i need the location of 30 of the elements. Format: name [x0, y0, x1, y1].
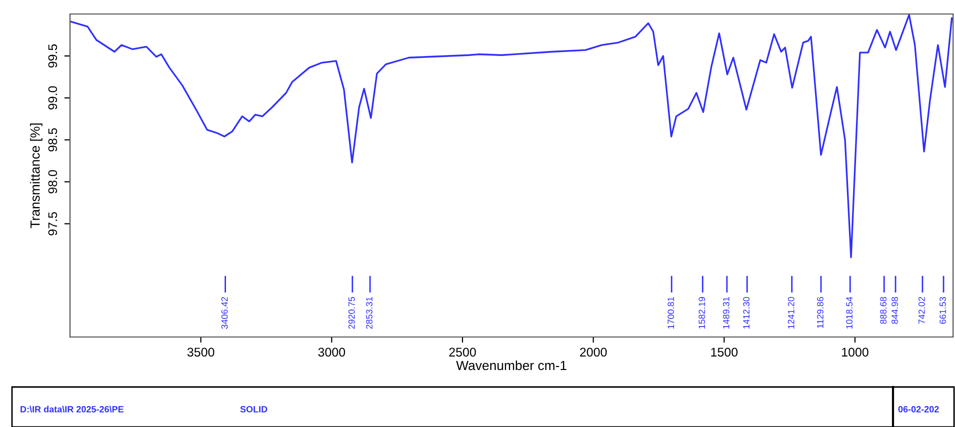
ref-line-label: 1412.30: [743, 296, 750, 329]
ref-line-label: 2853.31: [366, 297, 372, 329]
y-axis-title: Transmittance [%]: [30, 124, 42, 228]
x-axis-title: Wavenumber cm-1: [456, 360, 566, 370]
ref-line-label: 1582.19: [698, 297, 706, 329]
y-tick-label: 99.5: [48, 44, 58, 68]
x-tick-label: 3000: [318, 348, 346, 357]
y-tick-label: 98.0: [48, 170, 58, 194]
ref-line-label: 2920.75: [348, 297, 355, 329]
x-tick-label: 2000: [580, 348, 607, 357]
y-tick-label: 99.0: [48, 86, 58, 110]
ref-line-label: 1489.31: [722, 297, 730, 329]
ref-line-label: 661.53: [940, 297, 946, 324]
y-tick-label: 98.5: [48, 128, 58, 152]
x-tick-label: 2500: [449, 348, 476, 357]
ref-line-label: 742.02: [918, 297, 925, 324]
ref-line-label: 1241.20: [788, 296, 794, 329]
text: SOLID: [240, 406, 268, 412]
x-tick-label: 1000: [842, 348, 868, 357]
y-tick-label: 97.5: [48, 212, 58, 236]
ref-line-label: 1018.54: [846, 296, 853, 329]
ref-line-label: 1129.86: [817, 297, 824, 328]
x-tick-label: 1500: [711, 348, 738, 357]
text: 06-02-202: [898, 406, 939, 412]
ref-line-label: 844.98: [892, 297, 898, 324]
x-tick-label: 3500: [187, 348, 214, 357]
text: D:\IR data\IR 2025-26\PE: [20, 406, 124, 413]
ref-line-label: 1700.81: [668, 297, 674, 329]
ref-line-label: 3406.42: [221, 297, 228, 329]
ref-line-label: 888.68: [880, 297, 887, 324]
